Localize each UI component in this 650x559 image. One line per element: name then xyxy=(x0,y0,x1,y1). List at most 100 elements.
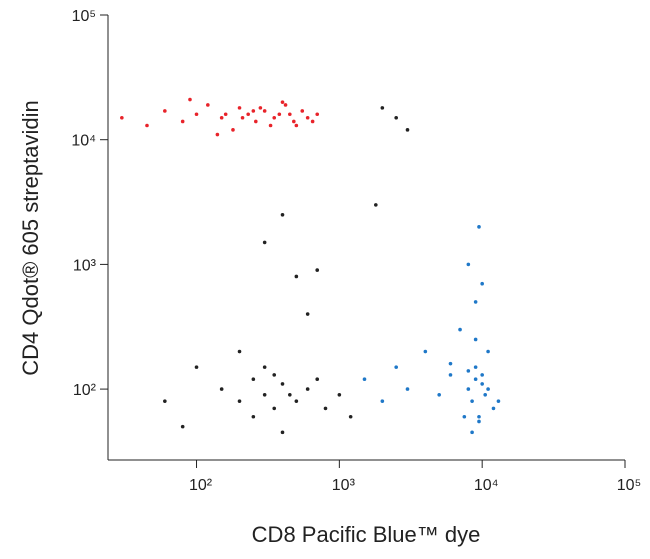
point xyxy=(294,123,299,128)
point xyxy=(448,361,453,366)
point xyxy=(486,349,490,354)
x-axis-label: CD8 Pacific Blue™ dye xyxy=(252,522,481,547)
point xyxy=(458,327,462,332)
point xyxy=(466,369,471,373)
point xyxy=(145,123,149,128)
point xyxy=(246,112,250,117)
point xyxy=(262,240,267,245)
point xyxy=(215,132,220,137)
point xyxy=(362,377,367,382)
point xyxy=(473,337,478,342)
point xyxy=(394,365,398,369)
point xyxy=(240,115,245,120)
point xyxy=(491,406,496,411)
point xyxy=(163,399,167,403)
point xyxy=(315,112,320,117)
point xyxy=(294,274,299,279)
point xyxy=(466,387,471,391)
point xyxy=(448,373,453,377)
point xyxy=(462,414,467,419)
point xyxy=(237,106,242,110)
point xyxy=(262,109,267,113)
point xyxy=(380,106,385,110)
point xyxy=(470,399,474,403)
point xyxy=(219,387,224,391)
point xyxy=(251,414,256,419)
point xyxy=(120,115,124,120)
point xyxy=(473,365,478,369)
point xyxy=(405,128,410,132)
x-tick-label: 10⁴ xyxy=(474,477,499,494)
point xyxy=(251,377,256,382)
point xyxy=(231,128,235,132)
point xyxy=(380,399,385,403)
point xyxy=(437,392,441,397)
y-tick-label: 10³ xyxy=(73,257,97,274)
point xyxy=(305,115,310,120)
point xyxy=(206,103,210,107)
point xyxy=(194,365,199,369)
y-axis-label: CD4 Qdot® 605 streptavidin xyxy=(18,100,43,375)
point xyxy=(477,225,481,229)
point xyxy=(163,109,167,113)
point xyxy=(272,373,277,377)
point xyxy=(188,97,192,102)
point xyxy=(268,123,273,128)
point xyxy=(477,414,481,419)
point xyxy=(180,424,185,429)
point xyxy=(315,268,320,272)
point xyxy=(194,112,199,117)
point xyxy=(496,399,501,403)
point xyxy=(423,349,428,354)
point xyxy=(466,262,471,267)
point xyxy=(288,112,292,117)
point xyxy=(258,106,263,110)
point xyxy=(251,109,256,113)
y-tick-label: 10² xyxy=(73,382,97,399)
x-tick-label: 10³ xyxy=(332,477,356,494)
point xyxy=(272,406,277,411)
y-tick-label: 10⁵ xyxy=(72,8,96,25)
point xyxy=(310,119,315,124)
point xyxy=(283,103,288,107)
point xyxy=(305,312,310,316)
point xyxy=(483,392,488,397)
point xyxy=(480,382,484,386)
point xyxy=(180,119,185,124)
point xyxy=(280,100,285,104)
point xyxy=(348,414,353,419)
point xyxy=(305,387,310,391)
point xyxy=(294,399,299,403)
x-tick-label: 10² xyxy=(189,477,213,494)
point xyxy=(300,109,305,113)
point xyxy=(237,349,242,354)
point xyxy=(280,430,285,435)
point xyxy=(405,387,410,391)
point xyxy=(470,430,474,435)
point xyxy=(337,392,342,397)
point xyxy=(280,382,285,386)
point xyxy=(374,203,378,207)
point xyxy=(280,212,285,217)
point xyxy=(253,119,258,124)
point xyxy=(223,112,228,117)
point xyxy=(288,392,292,397)
point xyxy=(480,373,484,377)
point xyxy=(219,115,224,120)
point xyxy=(292,119,296,124)
point xyxy=(480,281,484,286)
point xyxy=(262,365,267,369)
point xyxy=(277,112,282,117)
point xyxy=(237,399,242,403)
point xyxy=(323,406,328,411)
point xyxy=(473,377,478,382)
y-tick-label: 10⁴ xyxy=(71,133,96,150)
point xyxy=(262,392,267,397)
point xyxy=(486,387,490,391)
point xyxy=(477,419,481,424)
x-tick-label: 10⁵ xyxy=(617,477,641,494)
point xyxy=(394,115,398,120)
point xyxy=(473,300,478,304)
point xyxy=(315,377,320,382)
